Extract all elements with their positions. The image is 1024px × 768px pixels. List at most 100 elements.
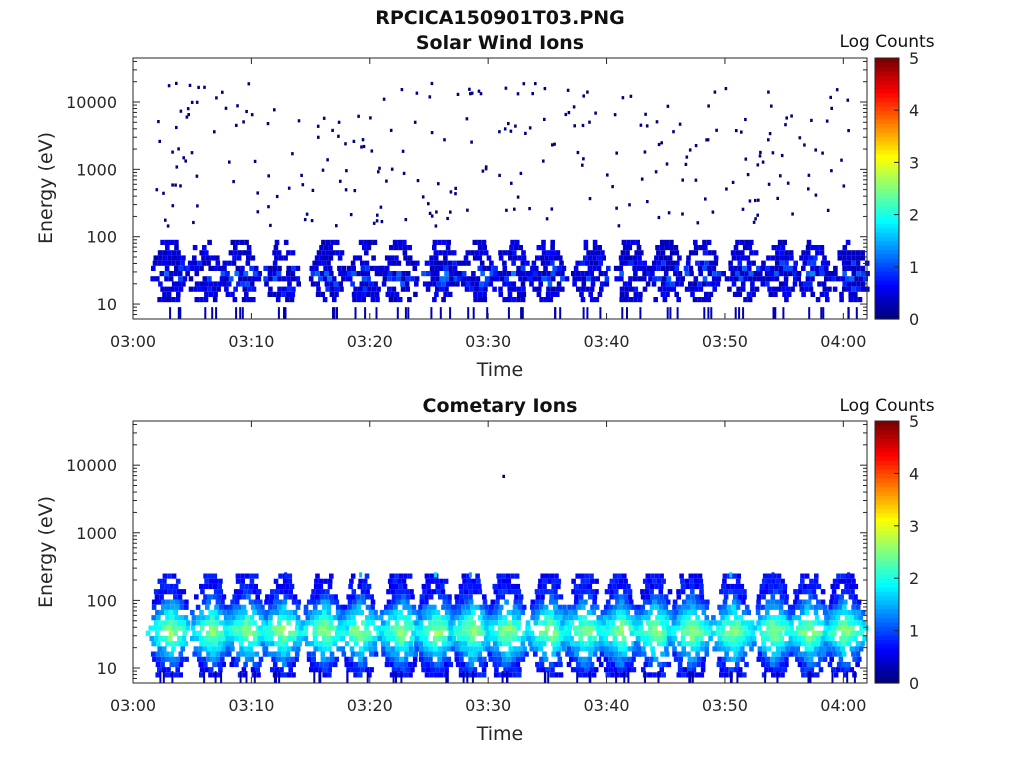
x-tick-label: 03:40 <box>583 332 629 351</box>
heatmap-cell <box>255 594 260 600</box>
heatmap-cell <box>480 620 486 626</box>
heatmap-cell <box>779 656 785 662</box>
heatmap-cell <box>159 594 164 600</box>
heatmap-cell <box>171 646 176 652</box>
heatmap-cell <box>194 271 200 277</box>
heatmap-cell <box>486 255 492 261</box>
colorbar-segment <box>875 92 899 98</box>
heatmap-cell <box>393 245 399 251</box>
heatmap-cell <box>252 271 258 277</box>
heatmap-cell <box>556 578 562 584</box>
heatmap-cell <box>278 255 284 261</box>
heatmap-cell <box>205 604 210 610</box>
heatmap-cell <box>432 604 437 610</box>
heatmap-cell <box>840 276 845 282</box>
heatmap-cell <box>372 239 378 245</box>
heatmap-cell <box>807 583 812 590</box>
heatmap-cell <box>853 615 859 621</box>
heatmap-cell <box>661 578 666 584</box>
heatmap-cell <box>784 255 790 261</box>
heatmap-cell <box>353 630 358 636</box>
colorbar-segment <box>875 626 899 632</box>
heatmap-cell <box>730 250 736 256</box>
heatmap-cell <box>730 646 736 652</box>
heatmap-cell <box>184 599 189 605</box>
heatmap-cell <box>544 615 549 621</box>
heatmap-cell <box>257 599 263 605</box>
heatmap-cell <box>348 630 354 636</box>
heatmap-cell <box>793 599 798 605</box>
heatmap-cell <box>694 620 700 626</box>
heatmap-cell <box>841 641 847 647</box>
heatmap-cell <box>784 630 789 636</box>
heatmap-cell <box>548 599 554 605</box>
heatmap-cell <box>738 651 743 657</box>
heatmap-cell <box>554 307 557 320</box>
heatmap-cell <box>784 625 790 631</box>
heatmap-cell <box>735 129 738 133</box>
colorbar-segment <box>875 301 899 307</box>
heatmap-cell <box>378 615 384 621</box>
heatmap-cell <box>580 297 586 303</box>
heatmap-cell <box>212 583 218 590</box>
heatmap-cell <box>378 166 381 170</box>
heatmap-cell <box>180 260 185 266</box>
heatmap-cell <box>759 589 764 595</box>
heatmap-cell <box>748 271 754 277</box>
heatmap-cell <box>465 635 471 642</box>
heatmap-cell <box>552 630 558 636</box>
heatmap-cell <box>282 599 288 605</box>
heatmap-cell <box>689 620 695 626</box>
heatmap-cell <box>747 297 753 303</box>
heatmap-cell <box>680 620 686 626</box>
heatmap-cell <box>389 661 394 668</box>
heatmap-cell <box>220 656 225 662</box>
heatmap-cell <box>470 140 473 144</box>
heatmap-cell <box>337 134 340 138</box>
heatmap-cell <box>457 271 462 277</box>
heatmap-cell <box>322 635 327 642</box>
heatmap-cell <box>776 671 779 683</box>
heatmap-cell <box>695 260 700 266</box>
heatmap-cell <box>629 620 634 626</box>
heatmap-cell <box>174 286 179 292</box>
heatmap-cell <box>686 641 691 647</box>
heatmap-cell <box>320 599 326 605</box>
heatmap-cell <box>560 276 565 282</box>
heatmap-cell <box>394 646 400 652</box>
heatmap-cell <box>315 281 320 287</box>
heatmap-cell <box>393 297 398 303</box>
heatmap-cell <box>633 291 639 297</box>
heatmap-cell <box>654 594 660 600</box>
heatmap-cell <box>412 265 418 271</box>
heatmap-cell <box>773 667 778 673</box>
heatmap-cell <box>459 651 464 657</box>
y-tick-label: 10000 <box>66 93 117 112</box>
heatmap-cell <box>751 291 756 297</box>
heatmap-cell <box>470 281 475 287</box>
heatmap-cell <box>779 260 785 266</box>
heatmap-cell <box>483 281 489 287</box>
heatmap-cell <box>473 286 479 292</box>
heatmap-cell <box>543 117 546 121</box>
heatmap-cell <box>374 291 380 297</box>
heatmap-cell <box>553 142 556 146</box>
heatmap-cell <box>580 589 585 595</box>
heatmap-cell <box>493 265 498 271</box>
heatmap-cell <box>374 615 379 621</box>
heatmap-cell <box>519 651 525 657</box>
heatmap-cell <box>318 578 324 584</box>
heatmap-cell <box>471 578 477 584</box>
heatmap-cell <box>787 604 793 610</box>
heatmap-cell <box>434 291 439 297</box>
heatmap-cell <box>799 255 804 261</box>
heatmap-cell <box>578 635 583 642</box>
colorbar-segment <box>875 66 899 72</box>
heatmap-cell <box>597 245 602 251</box>
heatmap-cell <box>438 250 443 256</box>
heatmap-cell <box>376 625 381 631</box>
heatmap-cell <box>558 661 563 668</box>
colorbar-segment <box>875 665 899 671</box>
heatmap-cell <box>622 245 628 251</box>
heatmap-cell <box>484 276 490 282</box>
